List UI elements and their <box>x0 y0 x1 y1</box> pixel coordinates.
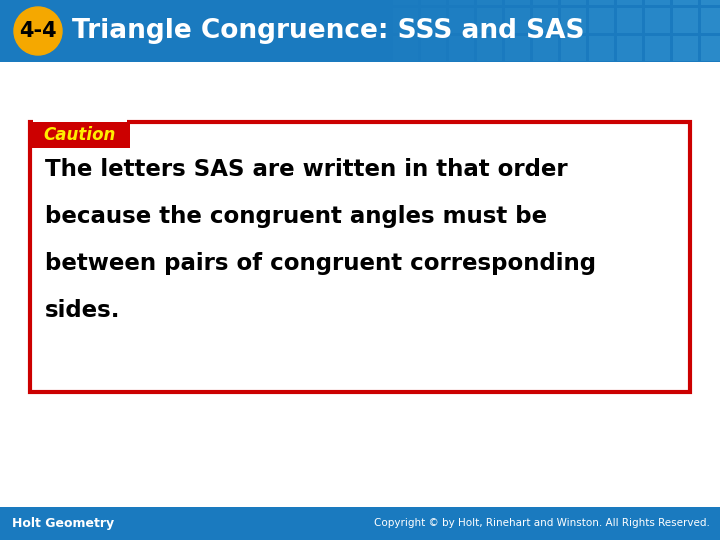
Bar <box>30 122 130 148</box>
Bar <box>533 8 558 33</box>
Bar <box>673 8 698 33</box>
Bar <box>393 0 418 5</box>
Text: between pairs of congruent corresponding: between pairs of congruent corresponding <box>45 252 596 275</box>
Text: sides.: sides. <box>45 299 120 322</box>
Text: Copyright © by Holt, Rinehart and Winston. All Rights Reserved.: Copyright © by Holt, Rinehart and Winsto… <box>374 518 710 529</box>
Bar <box>365 36 390 61</box>
Bar <box>421 8 446 33</box>
Bar <box>30 122 690 392</box>
Text: The letters SAS are written in that order: The letters SAS are written in that orde… <box>45 158 567 181</box>
Bar <box>365 8 390 33</box>
Bar <box>701 8 720 33</box>
Bar <box>533 0 558 5</box>
Text: Caution: Caution <box>44 126 116 144</box>
Bar <box>421 0 446 5</box>
Bar <box>617 8 642 33</box>
Bar <box>393 36 418 61</box>
Bar <box>421 36 446 61</box>
Bar <box>645 0 670 5</box>
Bar <box>645 8 670 33</box>
Bar <box>589 8 614 33</box>
Bar <box>477 36 502 61</box>
Bar <box>449 36 474 61</box>
Bar <box>33 119 127 124</box>
Bar <box>701 36 720 61</box>
Bar <box>561 36 586 61</box>
Bar <box>673 36 698 61</box>
Text: 4-4: 4-4 <box>19 21 57 41</box>
Bar <box>617 36 642 61</box>
Text: because the congruent angles must be: because the congruent angles must be <box>45 205 547 228</box>
Bar <box>449 0 474 5</box>
Text: Triangle Congruence: SSS and SAS: Triangle Congruence: SSS and SAS <box>72 18 585 44</box>
Bar <box>505 36 530 61</box>
Bar <box>589 36 614 61</box>
Circle shape <box>14 7 62 55</box>
Bar <box>589 0 614 5</box>
Bar <box>365 0 390 5</box>
Bar <box>645 36 670 61</box>
Bar <box>561 8 586 33</box>
Bar <box>0 0 720 62</box>
Bar <box>533 36 558 61</box>
Bar <box>561 0 586 5</box>
Bar <box>449 8 474 33</box>
Bar <box>0 507 720 540</box>
Bar <box>477 0 502 5</box>
Bar <box>477 8 502 33</box>
Bar <box>393 8 418 33</box>
Text: Holt Geometry: Holt Geometry <box>12 517 114 530</box>
Bar <box>673 0 698 5</box>
Bar <box>701 0 720 5</box>
Bar <box>505 0 530 5</box>
Bar <box>505 8 530 33</box>
Bar <box>617 0 642 5</box>
